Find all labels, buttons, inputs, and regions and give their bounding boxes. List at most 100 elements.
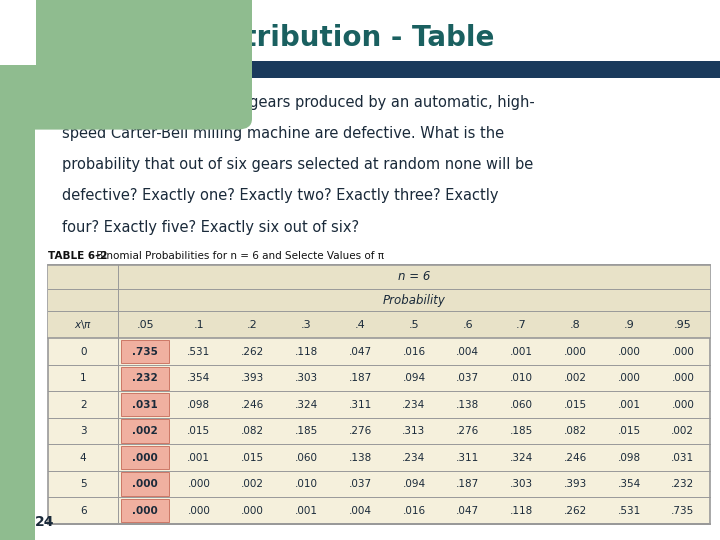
Text: .393: .393 bbox=[564, 479, 587, 489]
Text: .303: .303 bbox=[510, 479, 533, 489]
Text: .094: .094 bbox=[402, 373, 426, 383]
Text: .001: .001 bbox=[295, 505, 318, 516]
Text: .000: .000 bbox=[187, 505, 210, 516]
Text: .8: .8 bbox=[570, 320, 580, 330]
Text: .000: .000 bbox=[671, 373, 694, 383]
Bar bbox=[122, 367, 168, 390]
Bar bbox=[48, 265, 710, 524]
Text: .001: .001 bbox=[510, 347, 533, 357]
Bar bbox=[122, 499, 168, 522]
Text: .098: .098 bbox=[618, 453, 641, 463]
Text: .735: .735 bbox=[132, 347, 158, 357]
Text: .276: .276 bbox=[348, 426, 372, 436]
Text: .138: .138 bbox=[456, 400, 480, 410]
Text: .234: .234 bbox=[402, 400, 426, 410]
Text: 24: 24 bbox=[35, 515, 54, 529]
Text: .002: .002 bbox=[671, 426, 694, 436]
Text: .303: .303 bbox=[294, 373, 318, 383]
Text: .3: .3 bbox=[301, 320, 312, 330]
Text: .311: .311 bbox=[348, 400, 372, 410]
Text: .000: .000 bbox=[187, 479, 210, 489]
Text: .000: .000 bbox=[671, 400, 694, 410]
Text: .015: .015 bbox=[187, 426, 210, 436]
Text: 5: 5 bbox=[80, 479, 86, 489]
Text: Binomial Probabilities for n = 6 and Selecte Values of π: Binomial Probabilities for n = 6 and Sel… bbox=[93, 251, 384, 261]
Bar bbox=[122, 472, 168, 496]
Text: .015: .015 bbox=[241, 453, 264, 463]
Text: .000: .000 bbox=[241, 505, 264, 516]
Bar bbox=[122, 393, 168, 416]
Text: defective? Exactly one? Exactly two? Exactly three? Exactly: defective? Exactly one? Exactly two? Exa… bbox=[62, 188, 498, 204]
Bar bbox=[35, 61, 720, 78]
Text: speed Carter-Bell milling machine are defective. What is the: speed Carter-Bell milling machine are de… bbox=[62, 126, 504, 141]
Text: .05: .05 bbox=[136, 320, 154, 330]
Text: .001: .001 bbox=[618, 400, 641, 410]
Text: .010: .010 bbox=[295, 479, 318, 489]
Bar bbox=[122, 446, 168, 469]
Text: 1: 1 bbox=[80, 373, 86, 383]
Text: Five percent of the worm gears produced by an automatic, high-: Five percent of the worm gears produced … bbox=[62, 94, 535, 110]
Text: Binomial Distribution - Table: Binomial Distribution - Table bbox=[48, 24, 495, 52]
Text: .000: .000 bbox=[618, 373, 641, 383]
Text: .185: .185 bbox=[294, 426, 318, 436]
Text: .531: .531 bbox=[187, 347, 210, 357]
Text: .060: .060 bbox=[510, 400, 533, 410]
Bar bbox=[48, 265, 710, 339]
Text: .010: .010 bbox=[510, 373, 533, 383]
Text: .531: .531 bbox=[618, 505, 641, 516]
Text: .262: .262 bbox=[564, 505, 587, 516]
Text: .002: .002 bbox=[132, 426, 158, 436]
Text: .6: .6 bbox=[462, 320, 473, 330]
Text: .313: .313 bbox=[402, 426, 426, 436]
Text: .047: .047 bbox=[348, 347, 372, 357]
Text: .094: .094 bbox=[402, 479, 426, 489]
Text: 2: 2 bbox=[80, 400, 86, 410]
Text: .037: .037 bbox=[348, 479, 372, 489]
Text: .016: .016 bbox=[402, 505, 426, 516]
Text: 3: 3 bbox=[80, 426, 86, 436]
Text: probability that out of six gears selected at random none will be: probability that out of six gears select… bbox=[62, 157, 534, 172]
Text: .324: .324 bbox=[510, 453, 533, 463]
Text: .232: .232 bbox=[671, 479, 695, 489]
Text: .000: .000 bbox=[618, 347, 641, 357]
Text: .031: .031 bbox=[132, 400, 158, 410]
Text: n = 6: n = 6 bbox=[397, 271, 430, 284]
Text: .354: .354 bbox=[618, 479, 641, 489]
Text: 0: 0 bbox=[80, 347, 86, 357]
Text: .7: .7 bbox=[516, 320, 527, 330]
Text: .060: .060 bbox=[295, 453, 318, 463]
Text: .354: .354 bbox=[187, 373, 210, 383]
Text: .276: .276 bbox=[456, 426, 480, 436]
Text: .246: .246 bbox=[241, 400, 264, 410]
Text: .001: .001 bbox=[187, 453, 210, 463]
Text: .000: .000 bbox=[671, 347, 694, 357]
Text: .232: .232 bbox=[132, 373, 158, 383]
Text: .324: .324 bbox=[294, 400, 318, 410]
Text: .185: .185 bbox=[510, 426, 533, 436]
Text: .138: .138 bbox=[348, 453, 372, 463]
Text: .000: .000 bbox=[564, 347, 587, 357]
Text: .118: .118 bbox=[510, 505, 533, 516]
Text: four? Exactly five? Exactly six out of six?: four? Exactly five? Exactly six out of s… bbox=[62, 220, 359, 235]
Text: .098: .098 bbox=[187, 400, 210, 410]
Text: .082: .082 bbox=[564, 426, 587, 436]
Text: .311: .311 bbox=[456, 453, 480, 463]
Text: .082: .082 bbox=[241, 426, 264, 436]
Text: 4: 4 bbox=[80, 453, 86, 463]
Text: .2: .2 bbox=[247, 320, 258, 330]
Text: .4: .4 bbox=[355, 320, 366, 330]
Text: .047: .047 bbox=[456, 505, 480, 516]
Text: .002: .002 bbox=[241, 479, 264, 489]
Bar bbox=[122, 420, 168, 443]
Text: .187: .187 bbox=[348, 373, 372, 383]
Text: .246: .246 bbox=[564, 453, 587, 463]
Text: .187: .187 bbox=[456, 479, 480, 489]
Text: .234: .234 bbox=[402, 453, 426, 463]
Text: .016: .016 bbox=[402, 347, 426, 357]
Text: .95: .95 bbox=[674, 320, 692, 330]
Text: $x\backslash\pi$: $x\backslash\pi$ bbox=[74, 319, 92, 332]
Text: TABLE 6–2: TABLE 6–2 bbox=[48, 251, 108, 261]
Text: .262: .262 bbox=[241, 347, 264, 357]
Text: .015: .015 bbox=[564, 400, 587, 410]
Text: Probability: Probability bbox=[382, 294, 446, 307]
